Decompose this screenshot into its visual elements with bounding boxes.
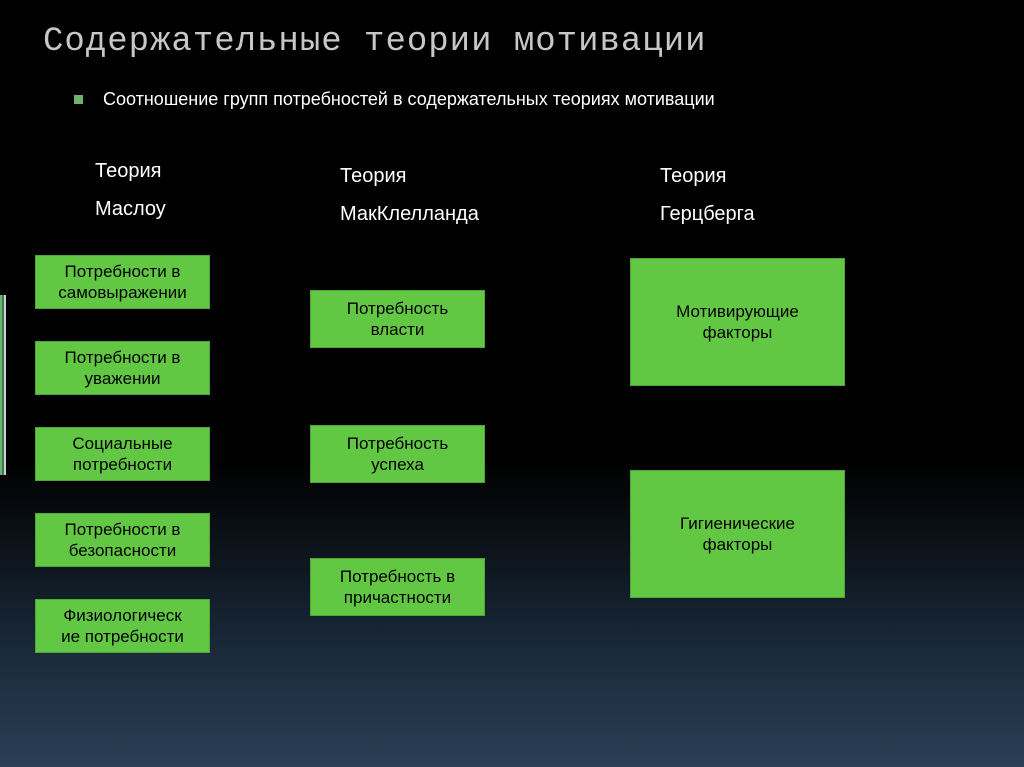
need-box-social: Социальныепотребности [35, 427, 210, 481]
col-header-herzberg: ТеорияГерцберга [660, 157, 755, 233]
col-header-maslow: ТеорияМаслоу [95, 152, 166, 228]
bullet-text: Соотношение групп потребностей в содержа… [103, 89, 715, 110]
bullet-marker-icon [74, 95, 83, 104]
need-box-motivators: Мотивирующиефакторы [630, 258, 845, 386]
need-box-achievement: Потребностьуспеха [310, 425, 485, 483]
bullet-row: Соотношение групп потребностей в содержа… [74, 89, 715, 110]
need-box-safety: Потребности вбезопасности [35, 513, 210, 567]
need-box-self-expression: Потребности всамовыражении [35, 255, 210, 309]
need-box-hygiene: Гигиеническиефакторы [630, 470, 845, 598]
need-box-physiological: Физиологические потребности [35, 599, 210, 653]
slide-title: Содержательные теории мотивации [43, 23, 707, 61]
col-header-mcclelland: ТеорияМакКлелланда [340, 157, 479, 233]
need-box-power: Потребностьвласти [310, 290, 485, 348]
need-box-respect: Потребности вуважении [35, 341, 210, 395]
left-accent-stripe [0, 295, 6, 475]
need-box-affiliation: Потребность впричастности [310, 558, 485, 616]
